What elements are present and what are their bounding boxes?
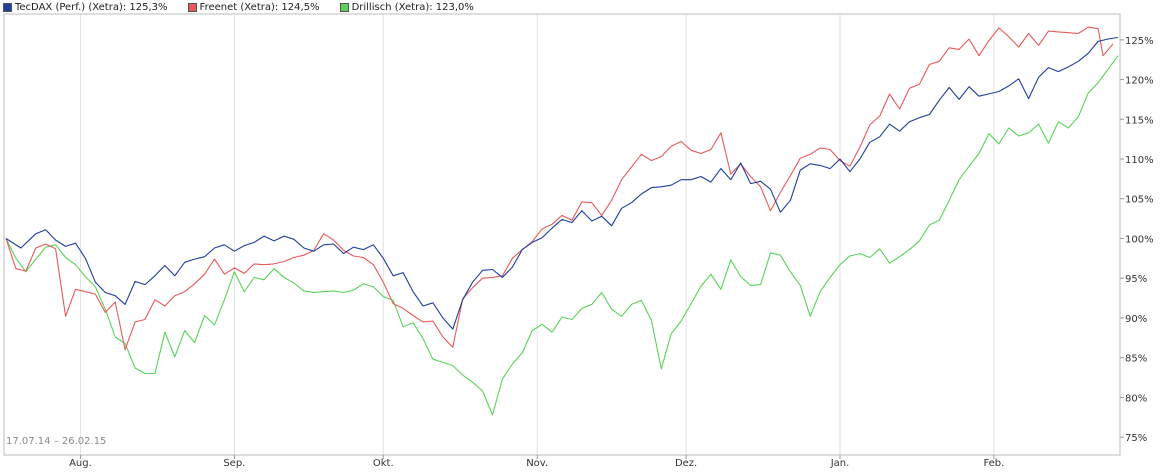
y-tick-label: 75%: [1125, 433, 1147, 444]
legend-swatch-drillisch: [339, 3, 349, 12]
y-tick-label: 115%: [1125, 115, 1154, 126]
x-tick-label: Jan.: [830, 458, 850, 469]
legend-item-freenet[interactable]: Freenet (Xetra): 124,5%: [187, 2, 320, 13]
legend-swatch-tecdax: [3, 3, 12, 12]
y-axis: 75% 80% 85% 90% 95% 100% 105% 110% 115% 120% 125%: [1120, 36, 1154, 444]
series-line-drillisch: [5, 55, 1119, 416]
y-tick-label: 120%: [1125, 76, 1154, 87]
legend-label-drillisch: Drillisch (Xetra): 123,0%: [351, 2, 474, 13]
y-tick-label: 90%: [1125, 314, 1147, 325]
legend-item-drillisch[interactable]: Drillisch (Xetra): 123,0%: [339, 2, 474, 13]
legend-label-tecdax: TecDAX (Perf.) (Xetra): 125,3%: [15, 2, 168, 13]
series-lines: [5, 26, 1119, 416]
y-tick-label: 80%: [1125, 393, 1147, 404]
legend-label-freenet: Freenet (Xetra): 124,5%: [199, 2, 320, 13]
y-tick-label: 125%: [1125, 36, 1154, 47]
series-line-tecdax: [5, 36, 1119, 330]
series-line-freenet: [5, 26, 1114, 351]
y-tick-label: 85%: [1125, 354, 1147, 365]
date-range-label: 17.07.14 – 26.02.15: [6, 436, 107, 447]
y-tick-label: 95%: [1125, 274, 1147, 285]
y-tick-label: 105%: [1125, 195, 1154, 206]
x-tick-label: Feb.: [983, 458, 1004, 469]
plot-frame: [3, 13, 1121, 456]
x-tick-label: Okt.: [373, 458, 394, 469]
grid-lines: [79, 14, 995, 455]
x-tick-label: Nov.: [526, 458, 548, 469]
x-axis: Aug. Sep. Okt. Nov. Dez. Jan. Feb.: [69, 455, 1004, 469]
legend-item-tecdax[interactable]: TecDAX (Perf.) (Xetra): 125,3%: [3, 2, 168, 13]
x-tick-label: Aug.: [69, 458, 92, 469]
y-tick-label: 110%: [1125, 155, 1154, 166]
legend-swatch-freenet: [187, 3, 197, 12]
legend: TecDAX (Perf.) (Xetra): 125,3% Freenet (…: [3, 1, 494, 14]
x-tick-label: Sep.: [223, 458, 245, 469]
y-tick-label: 100%: [1125, 234, 1154, 245]
x-tick-label: Dez.: [675, 458, 697, 469]
